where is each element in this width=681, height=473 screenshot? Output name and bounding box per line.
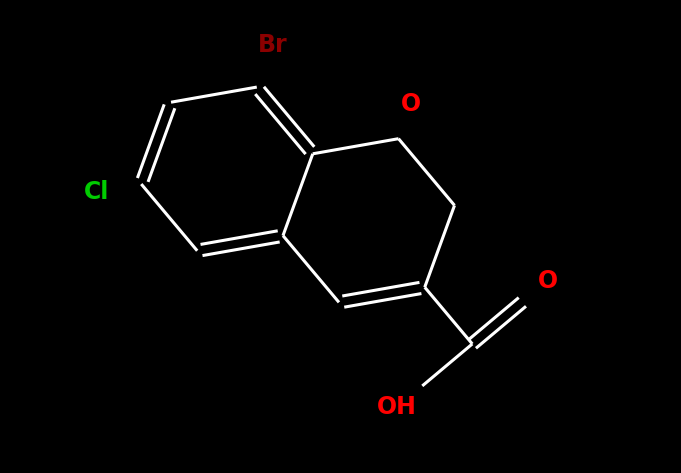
Text: O: O (537, 269, 558, 293)
Text: OH: OH (377, 395, 417, 419)
Text: Cl: Cl (84, 180, 110, 204)
Text: O: O (401, 92, 421, 116)
Text: Br: Br (257, 33, 287, 57)
